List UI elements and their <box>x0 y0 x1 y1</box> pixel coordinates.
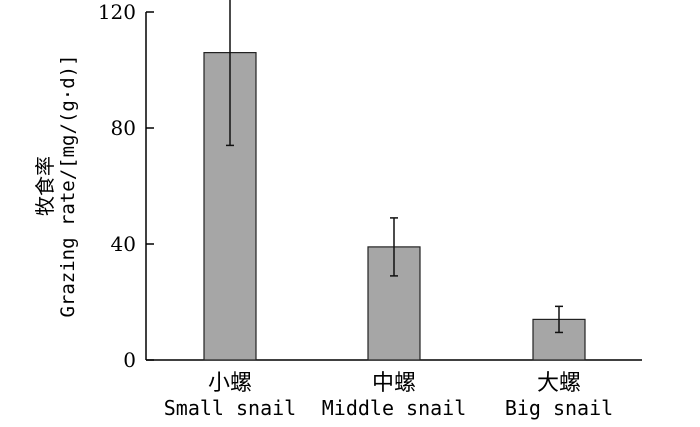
x-category-label-en: Big snail <box>505 396 613 420</box>
y-tick-label: 40 <box>111 232 136 256</box>
y-axis-label: 牧食率 Grazing rate/[mg/(g·d)] <box>33 54 79 317</box>
x-category-label-en: Middle snail <box>322 396 467 420</box>
x-category-label-cn: 中螺 <box>372 371 416 396</box>
y-tick-label: 0 <box>123 348 136 372</box>
y-tick-label: 80 <box>111 116 136 140</box>
x-category-label-en: Small snail <box>164 396 296 420</box>
bar <box>367 246 421 361</box>
y-axis-label-en: Grazing rate/[mg/(g·d)] <box>57 54 79 317</box>
error-bars <box>226 0 563 334</box>
y-axis-label-cn: 牧食率 <box>33 156 57 216</box>
y-tick-label: 120 <box>98 0 136 24</box>
bars <box>203 51 586 361</box>
x-category-label-cn: 大螺 <box>537 371 581 396</box>
x-category-label-cn: 小螺 <box>208 371 252 396</box>
y-ticks: 0 40 80 120 <box>98 0 154 372</box>
